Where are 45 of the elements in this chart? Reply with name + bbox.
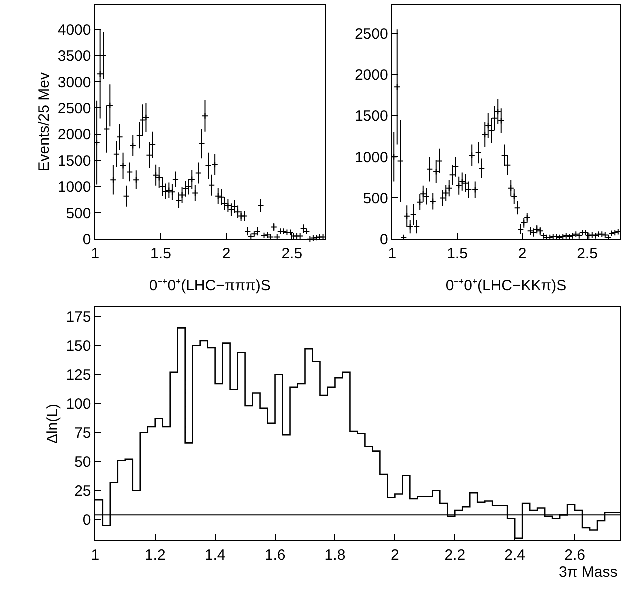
x-tick-label: 1	[91, 546, 100, 564]
x-tick-label: 2.2	[444, 546, 466, 564]
x-tick-label: 2	[222, 245, 231, 262]
y-tick-label: 0	[82, 512, 92, 530]
y-tick-label: 25	[74, 483, 92, 500]
x-tick-label: 1.2	[144, 546, 166, 564]
x-axis-title: 3π Mass	[559, 564, 618, 581]
y-tick-label: 4000	[58, 22, 92, 39]
x-tick-label: 2	[391, 546, 400, 564]
x-tick-label: 1.8	[324, 546, 346, 564]
y-tick-label: 75	[74, 424, 92, 442]
y-axis-title: Δln(L)	[44, 404, 62, 444]
y-tick-label: 100	[66, 396, 92, 413]
y-tick-label: 125	[66, 366, 92, 384]
y-tick-label: 1000	[354, 149, 388, 166]
y-axis-title: Events/25 Mev	[36, 72, 54, 172]
y-tick-label: 175	[66, 308, 92, 326]
y-tick-label: 2000	[58, 126, 92, 144]
x-tick-label: 1.6	[264, 546, 286, 564]
y-tick-label: 150	[66, 338, 92, 355]
y-tick-label: 2500	[58, 100, 92, 118]
x-tick-label: 2	[518, 245, 527, 262]
y-tick-label: 500	[66, 205, 92, 222]
y-tick-label: 50	[74, 454, 92, 472]
x-tick-label: 1.5	[150, 245, 172, 262]
y-tick-label: 0	[82, 232, 92, 249]
x-tick-label: 2.5	[282, 245, 303, 262]
x-tick-label: 1	[388, 245, 397, 262]
y-tick-label: 0	[380, 232, 388, 249]
y-tick-label: 1500	[354, 108, 388, 126]
x-tick-label: 2.6	[564, 546, 586, 564]
x-tick-label: 1.5	[447, 245, 468, 262]
y-tick-label: 1500	[58, 152, 92, 170]
x-tick-label: 1	[91, 245, 100, 262]
x-tick-label: 2.5	[577, 245, 598, 262]
x-tick-label: 2.4	[504, 546, 526, 564]
x-axis-title: 0⁻⁺0⁺(LHC−πππ)S	[149, 277, 271, 294]
x-axis-title: 0⁻⁺0⁺(LHC−KKπ)S	[446, 277, 567, 294]
y-tick-label: 3500	[58, 48, 92, 66]
y-tick-label: 2000	[354, 67, 388, 84]
y-tick-label: 500	[363, 190, 388, 208]
y-tick-label: 3000	[58, 74, 92, 92]
y-tick-label: 2500	[354, 26, 388, 43]
x-tick-label: 1.4	[204, 546, 226, 564]
y-tick-label: 1000	[58, 179, 92, 196]
